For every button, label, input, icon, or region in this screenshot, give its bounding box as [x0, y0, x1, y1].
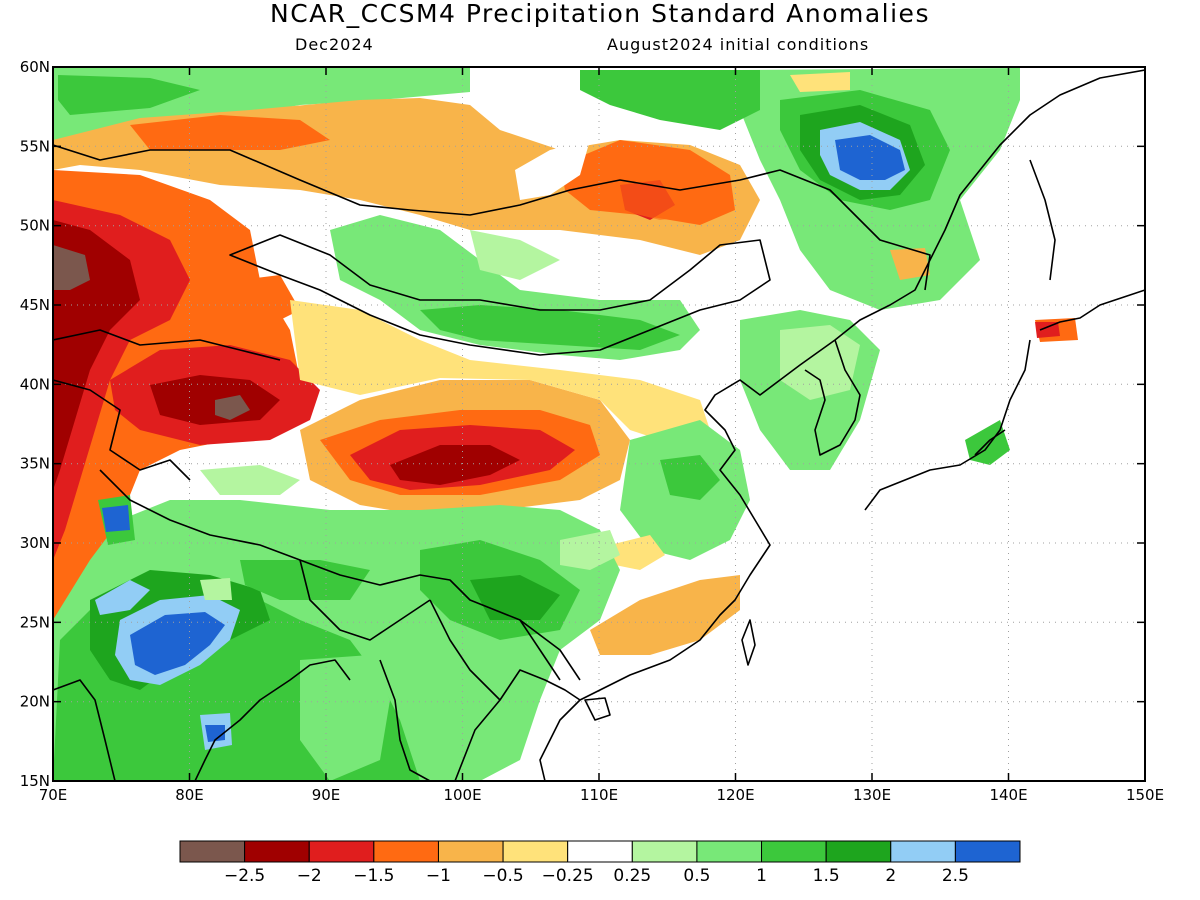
lon-tick-label: 120E — [716, 786, 754, 804]
lat-tick-label: 30N — [20, 534, 50, 552]
colorbar-label: 1.5 — [813, 866, 840, 886]
colorbar-swatch — [761, 840, 827, 863]
lat-tick-label: 50N — [20, 217, 50, 235]
colorbar-label: 0.25 — [613, 866, 651, 886]
lon-tick-label: 140E — [989, 786, 1027, 804]
target-month-label: Dec2024 — [295, 35, 374, 54]
colorbar-swatch — [631, 840, 698, 863]
lon-tick-label: 90E — [312, 786, 341, 804]
lat-tick-label: 15N — [20, 772, 50, 790]
colorbar-swatch — [179, 840, 246, 863]
lat-tick-label: 20N — [20, 693, 50, 711]
anomaly-shading — [53, 67, 1078, 781]
colorbar-swatch — [890, 840, 956, 863]
colorbar-label: −1.5 — [353, 866, 394, 886]
colorbar-swatch — [308, 840, 375, 863]
lat-tick-label: 45N — [20, 296, 50, 314]
lat-tick-label: 25N — [20, 613, 50, 631]
init-conditions-label: August2024 initial conditions — [607, 35, 870, 54]
colorbar-label: 1 — [756, 866, 767, 886]
lat-tick-label: 35N — [20, 455, 50, 473]
colorbar: −2.5 −2 −1.5 −1 −0.5 −0.25 0.25 0.5 1 1.5 2 2.5 — [179, 840, 1021, 886]
lon-tick-label: 70E — [39, 786, 68, 804]
colorbar-label: −2.5 — [224, 866, 265, 886]
colorbar-swatch — [244, 840, 310, 863]
colorbar-label: 2 — [885, 866, 896, 886]
lon-tick-label: 110E — [580, 786, 618, 804]
colorbar-label: −0.5 — [482, 866, 523, 886]
colorbar-swatch — [502, 840, 569, 863]
lon-axis: 70E 80E 90E 100E 110E 120E 130E 140E 150E — [39, 67, 1164, 804]
lat-tick-label: 60N — [20, 58, 50, 76]
map-title: NCAR_CCSM4 Precipitation Standard Anomal… — [270, 0, 930, 28]
lon-tick-label: 130E — [853, 786, 891, 804]
colorbar-label: 2.5 — [942, 866, 969, 886]
lat-tick-label: 55N — [20, 137, 50, 155]
colorbar-label: 0.5 — [683, 866, 710, 886]
colorbar-swatch — [373, 840, 439, 863]
colorbar-swatch — [696, 840, 763, 863]
colorbar-label: −2 — [297, 866, 322, 886]
colorbar-swatch — [825, 840, 892, 863]
colorbar-label: −1 — [426, 866, 451, 886]
lat-axis: 15N 20N 25N 30N 35N 40N 45N 50N 55N 60N — [20, 58, 1145, 790]
coastlines-borders — [53, 69, 1145, 781]
lon-tick-label: 100E — [443, 786, 481, 804]
colorbar-swatch — [437, 840, 504, 863]
colorbar-swatch — [954, 840, 1021, 863]
lon-tick-label: 80E — [175, 786, 204, 804]
lat-tick-label: 40N — [20, 375, 50, 393]
colorbar-label: −0.25 — [542, 866, 594, 886]
lon-tick-label: 150E — [1126, 786, 1164, 804]
colorbar-swatch — [567, 840, 633, 863]
